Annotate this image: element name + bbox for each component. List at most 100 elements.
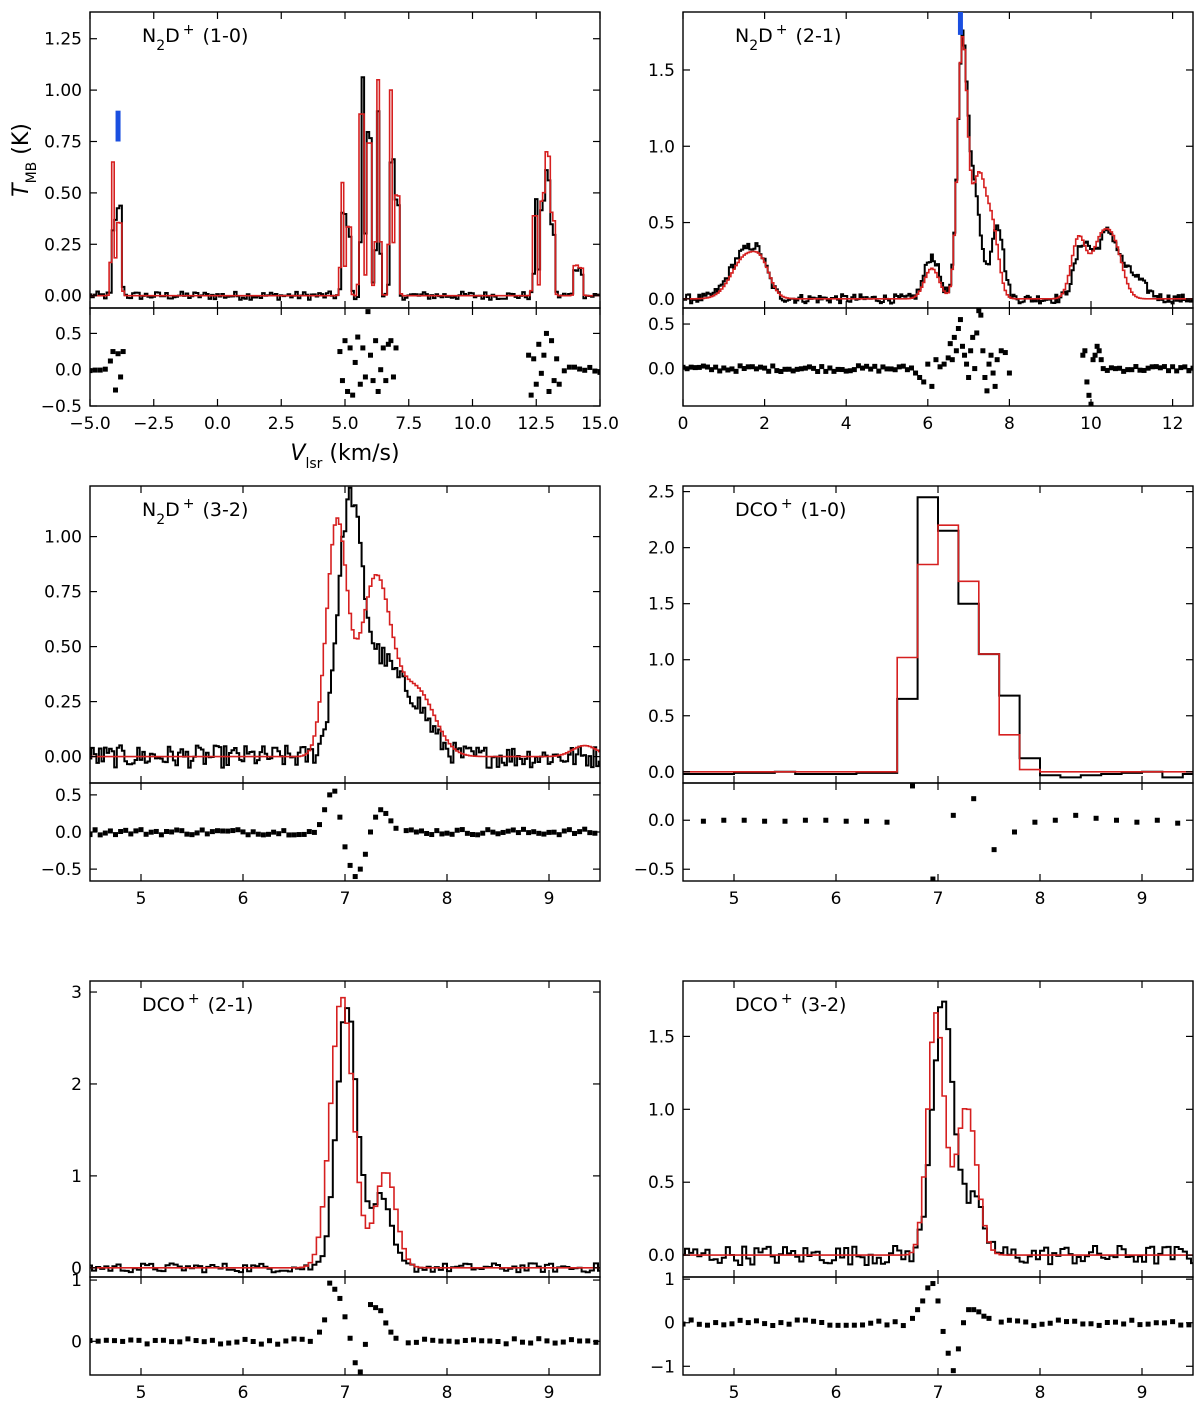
residual-point [143, 831, 149, 837]
spectrum-panel-1: −5.0 −2.5 0.0 2.5 5.0 7.5 10.0 12.5 15.0 0.00 0.25… [41, 11, 619, 434]
residual-point [503, 1341, 509, 1347]
residual-point [322, 1317, 328, 1323]
residual-point [930, 1281, 936, 1287]
panel-title-transition: (3-2) [203, 499, 249, 521]
residual-point [729, 366, 735, 372]
residual-point [823, 368, 829, 374]
residual-y-tick-label: 0.0 [55, 361, 82, 381]
residual-point [1157, 365, 1163, 371]
x-tick-label: 8 [1035, 889, 1046, 909]
residual-point [884, 1322, 890, 1328]
residual-point [160, 1337, 166, 1343]
residual-point [955, 1346, 961, 1352]
residual-point [741, 817, 747, 823]
residual-frame [682, 307, 1194, 407]
residual-point [910, 1315, 915, 1321]
spectrum-panel-6: 5 6 7 8 9 0.0 0.5 1.0 1.5 −1 0 1 DCO + (3-2) [648, 980, 1194, 1403]
residual-point [937, 364, 943, 370]
y-tick-label: 1.00 [44, 81, 82, 101]
residual-point [945, 1350, 951, 1356]
x-tick-label: 7.5 [395, 414, 422, 434]
observed-spectrum [683, 1000, 1193, 1266]
residual-point [913, 370, 919, 376]
residual-point [1002, 350, 1008, 356]
residual-point [1161, 364, 1167, 370]
residual-point [921, 379, 927, 385]
residual-point [464, 830, 470, 836]
residual-point [683, 1321, 686, 1327]
residual-point [1093, 815, 1099, 821]
residual-point [806, 364, 812, 370]
panel-title-base: N [735, 25, 749, 47]
residual-point [587, 830, 593, 836]
residual-point [794, 1317, 800, 1323]
y-tick-label: 1.0 [648, 137, 675, 157]
residual-frame [89, 1276, 601, 1376]
residual-point [327, 1280, 333, 1286]
spectrum-lines [683, 29, 1193, 305]
y-tick-label: 1.00 [44, 528, 82, 548]
y-tick-label: 0.0 [648, 1246, 675, 1266]
residual-point [111, 1338, 117, 1344]
residual-point [986, 361, 992, 367]
residual-point [554, 356, 560, 362]
y-tick-label: 1 [71, 1167, 82, 1187]
observed-spectrum [683, 496, 1193, 779]
residual-point [405, 1340, 411, 1346]
residual-point [551, 378, 557, 384]
x-tick-label: 5.0 [331, 414, 358, 434]
residual-point [1032, 819, 1038, 825]
residual-point [378, 367, 384, 373]
residual-point [1145, 365, 1151, 371]
residual-point [786, 366, 792, 372]
residual-point [446, 1338, 452, 1344]
residual-point [283, 1338, 289, 1344]
residual-point [951, 334, 957, 340]
residual-point [782, 818, 788, 824]
residual-point [541, 831, 547, 837]
residual-point [1134, 819, 1140, 825]
residual-point [683, 364, 686, 370]
residual-point [872, 363, 878, 369]
residual-point [454, 827, 460, 833]
residual-point [925, 1285, 931, 1291]
residual-point [102, 830, 108, 836]
residual-point [992, 383, 998, 389]
residual-point [984, 388, 990, 394]
residual-point [998, 1319, 1004, 1325]
residual-point [90, 832, 93, 838]
residual-point [115, 351, 121, 357]
panel-title-sup: + [776, 22, 788, 38]
panel-title: N2D + (3-2) [142, 496, 248, 528]
residual-point [1015, 1318, 1021, 1324]
y-tick-label: 0.00 [44, 287, 82, 307]
residual-frame [89, 307, 601, 407]
residual-point [552, 1340, 558, 1346]
residual-point [778, 1320, 784, 1326]
residual-point [174, 827, 180, 833]
residual-point [880, 364, 886, 370]
y-tick-label: 0.5 [648, 1173, 675, 1193]
residual-point [1112, 1319, 1118, 1325]
y-tick-label: 0.75 [44, 133, 82, 153]
panel-title-transition: (2-1) [796, 25, 842, 47]
residual-point [439, 831, 445, 837]
residual-point [794, 366, 800, 372]
residual-point [966, 1307, 972, 1313]
x-tick-label: 6 [238, 889, 249, 909]
residual-point [700, 818, 706, 824]
residual-point [592, 830, 598, 836]
residual-point [1073, 812, 1079, 818]
y-tick-label: 1.0 [648, 1100, 675, 1120]
y-tick-label: 0.5 [648, 707, 675, 727]
x-tick-label: 10 [1080, 414, 1102, 434]
residual-points [90, 1280, 599, 1375]
residual-point [1178, 365, 1184, 371]
residual-point [342, 844, 348, 850]
panel-title-rest: D [165, 499, 180, 521]
residual-point [352, 1360, 358, 1366]
residual-point [561, 828, 567, 834]
residual-point [218, 1341, 224, 1347]
residual-point [991, 847, 997, 853]
residual-point [1104, 367, 1110, 373]
